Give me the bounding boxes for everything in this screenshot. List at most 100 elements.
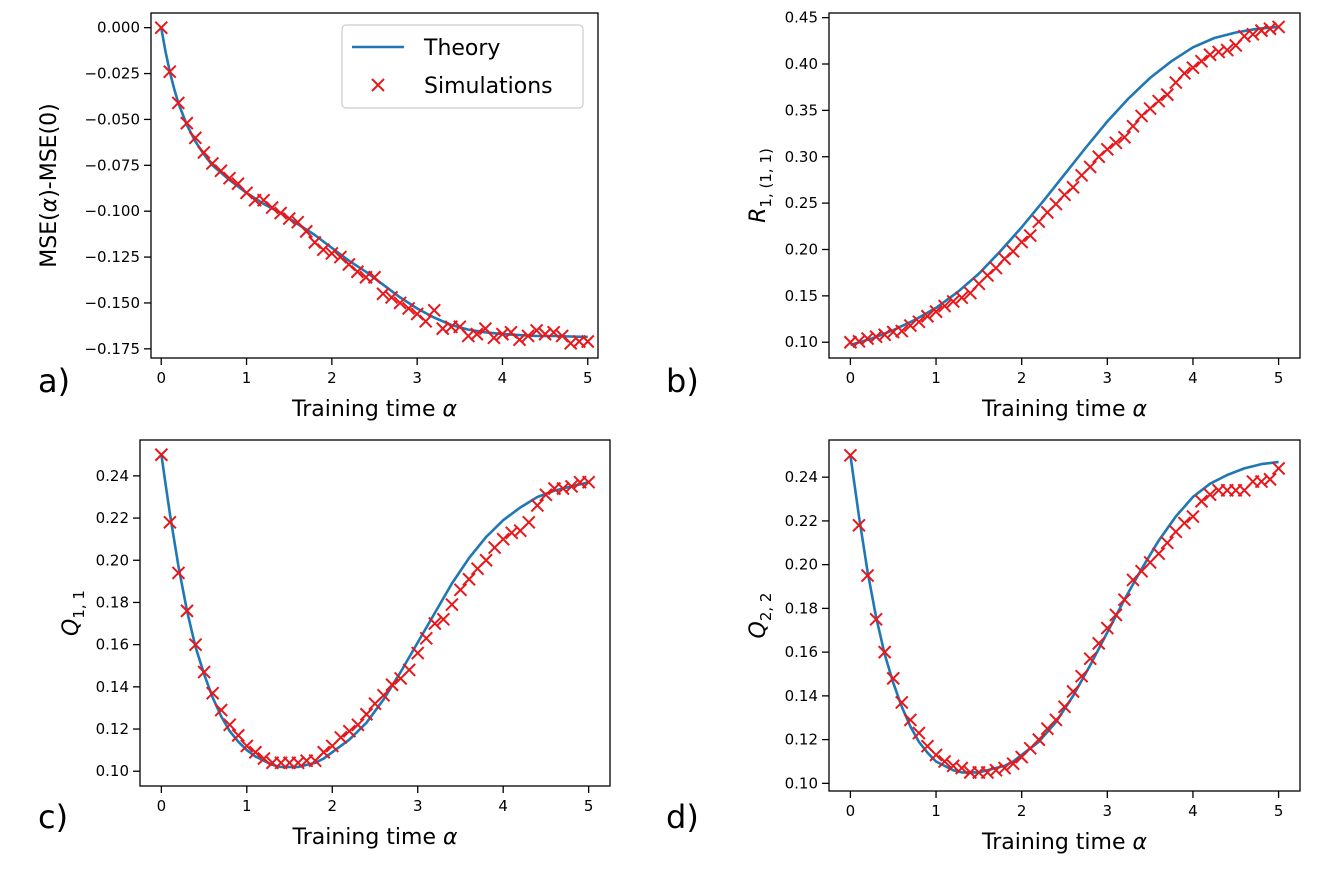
simulation-point — [955, 761, 969, 775]
simulation-point — [1211, 45, 1226, 59]
simulation-point — [1014, 235, 1029, 249]
simulation-point — [325, 246, 339, 261]
x-tick-label: 3 — [1103, 369, 1113, 387]
simulation-point — [1023, 228, 1037, 243]
simulation-point — [1117, 592, 1132, 607]
simulation-point — [1083, 160, 1097, 174]
simulation-point — [470, 327, 484, 341]
simulation-point — [171, 96, 186, 110]
x-tick-label: 5 — [1274, 369, 1284, 387]
axes-frame — [828, 12, 1301, 359]
simulation-point — [171, 566, 186, 580]
simulation-point — [946, 759, 960, 773]
simulation-point — [912, 315, 926, 329]
y-tick-label: −0.125 — [84, 248, 140, 266]
panel-d: 0 1 2 3 4 5 0.10 0.12 0.14 0.16 0.18 0.20 0.22 0.24 Tr… — [666, 439, 1301, 855]
simulation-point — [1126, 119, 1140, 133]
simulation-point — [1083, 651, 1097, 666]
y-tick-label: −0.150 — [84, 294, 140, 312]
simulation-point — [342, 724, 357, 738]
simulation-point — [479, 553, 493, 567]
x-tick-label: 3 — [413, 797, 423, 815]
simulation-point — [1160, 87, 1174, 102]
y-tick-label: 0.20 — [96, 551, 129, 569]
simulation-point — [1254, 474, 1269, 489]
simulation-point — [154, 20, 168, 35]
simulation-point — [214, 703, 228, 717]
simulation-point — [989, 763, 1003, 777]
theory-line — [849, 455, 1279, 774]
y-tick-label: 0.14 — [785, 687, 818, 705]
x-axis-label: Training time α — [291, 825, 458, 850]
simulation-point — [1074, 669, 1089, 683]
simulation-point — [180, 116, 194, 130]
simulation-point — [462, 572, 476, 586]
simulation-point — [240, 739, 254, 753]
y-tick-label: 0.22 — [785, 512, 818, 530]
simulation-point — [929, 748, 943, 762]
x-axis-label: Training time α — [981, 397, 1148, 422]
simulation-point — [521, 329, 535, 343]
simulation-point — [359, 707, 374, 721]
simulation-point — [282, 211, 296, 226]
simulation-point — [163, 65, 177, 79]
simulation-point — [257, 751, 271, 766]
x-tick-label: 5 — [583, 369, 593, 387]
simulation-point — [886, 671, 900, 686]
simulation-point — [903, 318, 918, 333]
simulation-point — [1177, 66, 1192, 80]
y-tick-label: −0.025 — [84, 65, 140, 83]
simulation-point — [895, 324, 909, 338]
legend: Theory Simulations — [341, 24, 584, 109]
simulation-point — [248, 745, 263, 759]
simulation-point — [530, 498, 545, 513]
theory-line — [850, 25, 1279, 347]
simulation-point — [222, 171, 237, 185]
panel-c: 0 1 2 3 4 5 0.10 0.12 0.14 0.16 0.18 0.20 0.22 0.24 Tr… — [38, 439, 611, 850]
theory-line — [160, 454, 589, 769]
legend-theory-label: Theory — [423, 36, 500, 61]
simulation-point — [205, 686, 220, 700]
simulation-point — [912, 726, 926, 740]
y-tick-label: 0.24 — [785, 468, 818, 486]
y-tick-label: 0.10 — [785, 774, 818, 792]
simulation-point — [393, 296, 407, 310]
simulation-point — [317, 745, 331, 759]
x-tick-label: 5 — [584, 797, 594, 815]
simulation-point — [1100, 142, 1115, 157]
simulation-point — [946, 294, 960, 309]
x-tick-label: 4 — [498, 797, 508, 815]
y-tick-label: −0.050 — [84, 110, 140, 128]
simulation-point — [1271, 461, 1286, 476]
y-tick-label: 0.10 — [96, 762, 129, 780]
x-tick-label: 3 — [1103, 802, 1113, 820]
simulation-point — [487, 331, 501, 345]
y-axis-label: R1, (1, 1) — [746, 148, 775, 223]
x-tick-label: 5 — [1274, 802, 1284, 820]
simulation-point — [920, 309, 935, 323]
simulation-point — [334, 730, 348, 745]
simulation-point — [929, 304, 943, 319]
simulation-point — [1109, 608, 1123, 622]
y-tick-label: 0.20 — [785, 240, 818, 258]
simulation-point — [163, 515, 177, 529]
simulation-point — [1220, 43, 1234, 57]
x-tick-label: 0 — [846, 369, 856, 387]
x-tick-label: 1 — [242, 369, 252, 387]
simulation-point — [436, 321, 450, 336]
simulation-point — [1160, 536, 1174, 550]
simulation-point — [496, 532, 510, 546]
simulation-point — [546, 325, 561, 340]
simulation-point — [581, 475, 596, 489]
simulation-point — [1151, 547, 1166, 561]
simulation-point — [188, 131, 203, 145]
simulation-point — [299, 224, 313, 239]
simulation-point — [563, 336, 578, 351]
y-tick-label: −0.100 — [84, 202, 140, 220]
x-tick-label: 2 — [1017, 369, 1027, 387]
simulation-point — [539, 488, 553, 502]
simulation-point — [877, 328, 892, 342]
simulation-point — [384, 290, 399, 305]
y-tick-label: 0.15 — [785, 287, 818, 305]
